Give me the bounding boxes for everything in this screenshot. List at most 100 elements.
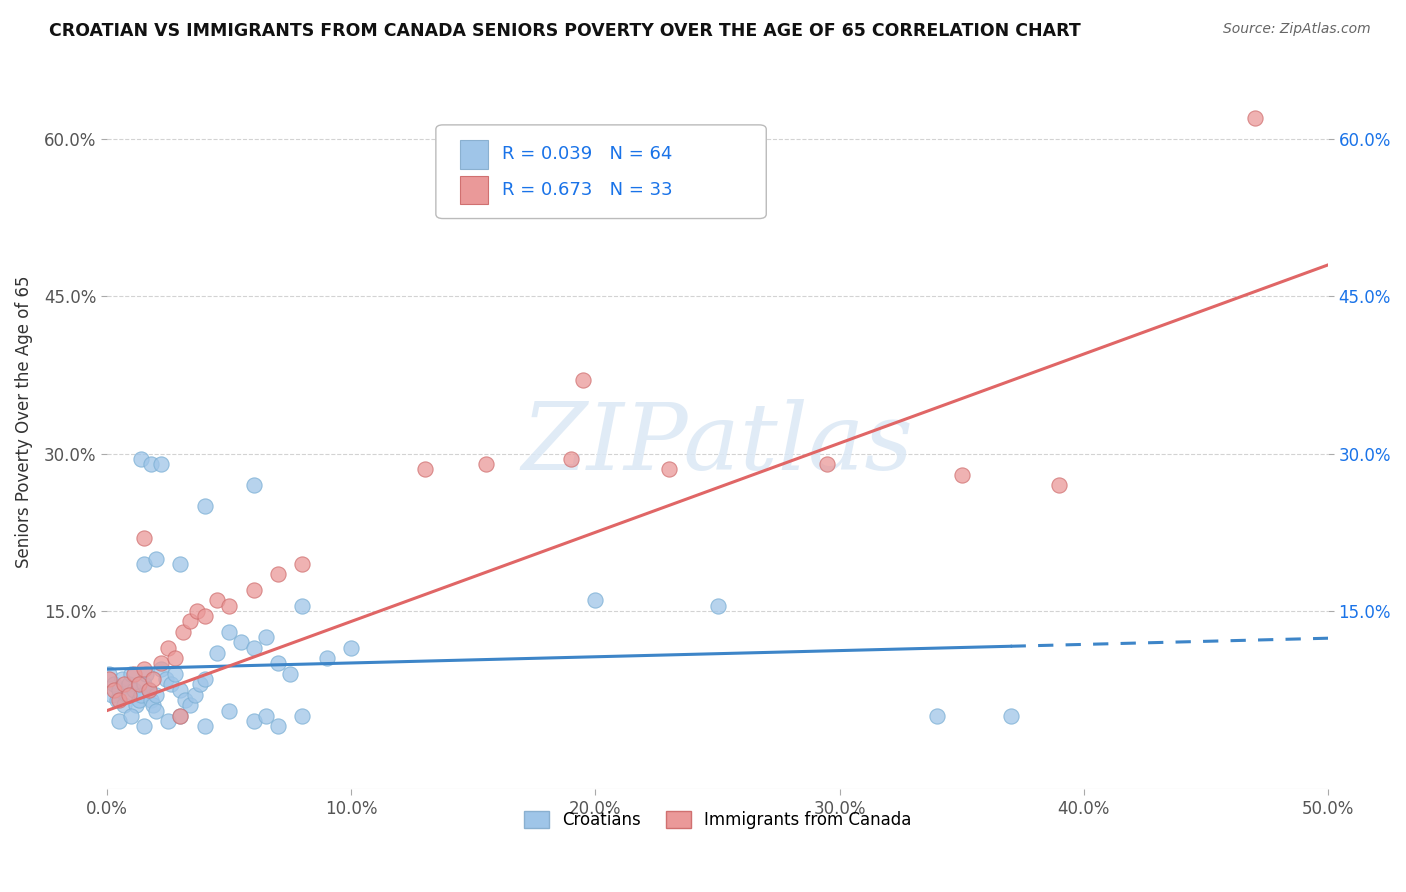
Point <box>169 708 191 723</box>
Point <box>145 551 167 566</box>
Point <box>135 666 157 681</box>
Point <box>231 635 253 649</box>
Point <box>120 666 142 681</box>
Point <box>194 609 217 624</box>
Point <box>112 698 135 713</box>
Point <box>103 682 125 697</box>
Point <box>132 531 155 545</box>
Text: Source: ZipAtlas.com: Source: ZipAtlas.com <box>1223 22 1371 37</box>
Point <box>128 693 150 707</box>
Point <box>194 499 217 513</box>
Point <box>103 677 125 691</box>
Text: R = 0.039   N = 64: R = 0.039 N = 64 <box>502 145 672 163</box>
Point <box>169 557 191 571</box>
Point <box>218 624 240 639</box>
Point <box>120 708 142 723</box>
Point <box>572 373 595 387</box>
Point <box>98 672 121 686</box>
Point <box>267 719 290 733</box>
Point <box>165 651 187 665</box>
Point <box>139 457 162 471</box>
Text: CROATIAN VS IMMIGRANTS FROM CANADA SENIORS POVERTY OVER THE AGE OF 65 CORRELATIO: CROATIAN VS IMMIGRANTS FROM CANADA SENIO… <box>49 22 1081 40</box>
Point <box>118 677 141 691</box>
Point <box>413 462 436 476</box>
Point <box>242 714 264 728</box>
Point <box>105 693 128 707</box>
Point <box>139 693 162 707</box>
Point <box>267 567 290 582</box>
Point <box>115 688 138 702</box>
Point <box>817 457 839 471</box>
Point <box>108 714 131 728</box>
Point <box>291 557 314 571</box>
Point <box>108 682 131 697</box>
Point <box>340 640 363 655</box>
Legend: Croatians, Immigrants from Canada: Croatians, Immigrants from Canada <box>517 805 918 836</box>
Point <box>169 682 191 697</box>
Point <box>254 630 277 644</box>
Text: R = 0.673   N = 33: R = 0.673 N = 33 <box>502 181 672 199</box>
Point <box>129 688 152 702</box>
Point <box>174 693 197 707</box>
Point <box>186 604 208 618</box>
Point <box>927 708 949 723</box>
Point <box>194 672 217 686</box>
Point <box>142 672 165 686</box>
Point <box>132 557 155 571</box>
Point <box>242 478 264 492</box>
Point <box>474 457 496 471</box>
Point <box>950 467 973 482</box>
Point <box>132 677 155 691</box>
Point <box>122 682 145 697</box>
Point <box>129 451 152 466</box>
Point <box>658 462 681 476</box>
Point <box>157 714 180 728</box>
Y-axis label: Seniors Poverty Over the Age of 65: Seniors Poverty Over the Age of 65 <box>15 276 32 568</box>
Point <box>145 688 167 702</box>
Point <box>560 451 582 466</box>
Point <box>165 666 187 681</box>
Point <box>138 682 160 697</box>
Point <box>242 640 264 655</box>
Point <box>179 615 201 629</box>
Point <box>128 677 150 691</box>
Point <box>1049 478 1071 492</box>
Point <box>278 666 301 681</box>
Point <box>112 677 135 691</box>
Point <box>267 657 290 671</box>
Point <box>205 593 228 607</box>
Point <box>184 688 207 702</box>
Point <box>194 719 217 733</box>
Point <box>101 688 124 702</box>
Point <box>108 693 131 707</box>
Point <box>291 599 314 613</box>
Point <box>111 672 134 686</box>
Point <box>118 688 141 702</box>
Point <box>218 704 240 718</box>
Point <box>122 666 145 681</box>
Point <box>1000 708 1022 723</box>
Point <box>149 657 172 671</box>
Point <box>159 677 181 691</box>
Point <box>254 708 277 723</box>
Point <box>172 624 194 639</box>
Point <box>169 708 191 723</box>
Point <box>291 708 314 723</box>
Point <box>585 593 607 607</box>
Point <box>315 651 337 665</box>
Point <box>179 698 201 713</box>
Point <box>1243 111 1265 125</box>
Point <box>125 698 148 713</box>
Point <box>218 599 240 613</box>
Point <box>205 646 228 660</box>
Point <box>155 672 177 686</box>
Point <box>188 677 211 691</box>
Point <box>98 666 121 681</box>
Point <box>145 704 167 718</box>
Point <box>242 582 264 597</box>
Point <box>157 640 180 655</box>
Point <box>149 662 172 676</box>
Point <box>149 457 172 471</box>
Point <box>706 599 728 613</box>
Text: ZIPatlas: ZIPatlas <box>522 400 914 489</box>
